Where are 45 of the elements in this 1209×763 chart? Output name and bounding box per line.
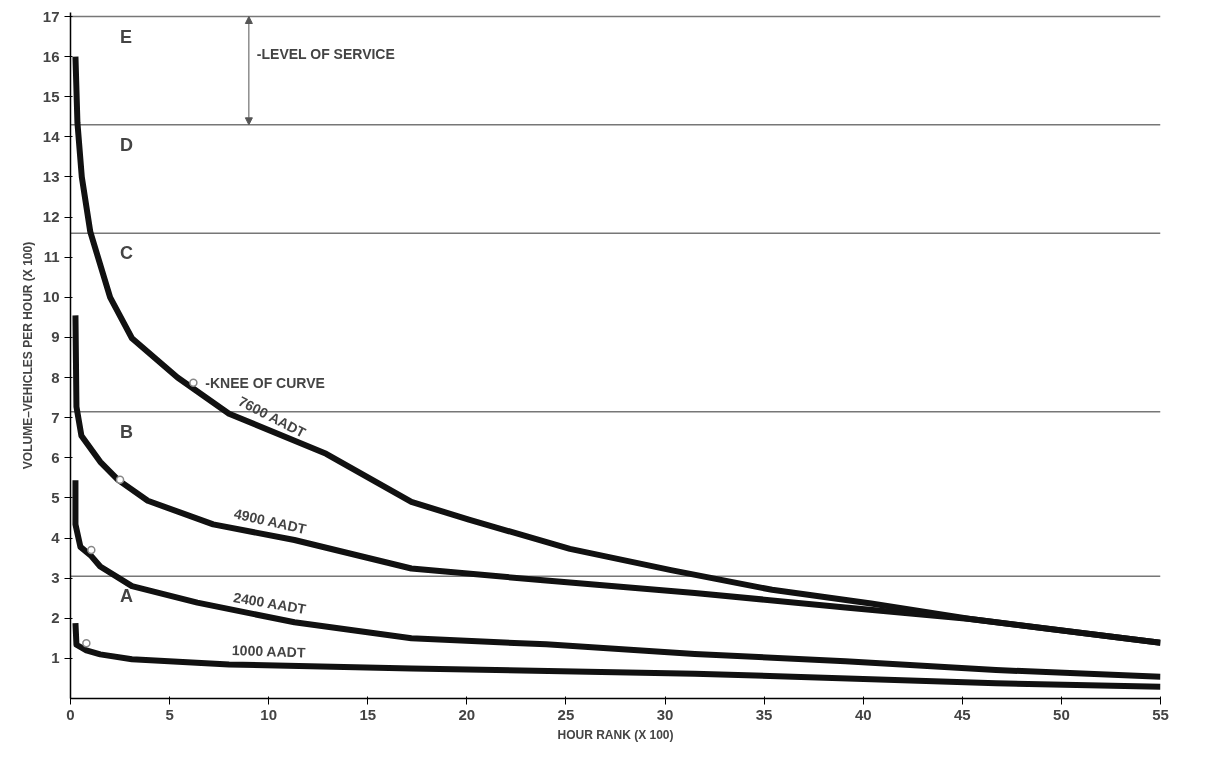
y-tick-label: 9: [51, 328, 60, 346]
x-tick-label: 55: [1152, 705, 1169, 723]
y-tick-label: 11: [43, 248, 60, 266]
x-tick-label: 5: [165, 705, 174, 723]
y-tick-label: 15: [42, 87, 60, 105]
x-tick-label: 45: [953, 705, 971, 723]
x-tick-label: 15: [359, 705, 377, 723]
annotation: -KNEE OF CURVE: [205, 374, 325, 391]
ref-line-label: B: [120, 421, 134, 442]
x-tick-label: 0: [66, 705, 75, 723]
y-tick-label: 16: [42, 47, 60, 65]
y-tick-label: 2: [51, 609, 60, 627]
y-tick-label: 6: [51, 448, 60, 466]
ref-line-label: E: [120, 26, 133, 47]
point: [189, 378, 198, 388]
ref-line-label: A: [120, 586, 134, 607]
y-tick-label: 1: [51, 649, 60, 667]
point: [115, 475, 125, 485]
x-tick-label: 10: [260, 705, 278, 723]
y-tick-label: 7: [51, 408, 60, 426]
y-tick-label: 4: [51, 529, 61, 547]
x-tick-label: 40: [854, 705, 872, 723]
x-tick-label: 25: [557, 705, 575, 723]
ref-line-label: C: [120, 243, 134, 264]
y-tick-label: 12: [42, 208, 60, 226]
y-axis-title: VOLUME–VEHICLES PER HOUR (X 100): [20, 241, 35, 470]
ref-line-label: D: [120, 134, 134, 155]
y-tick-label: 8: [51, 368, 60, 386]
series-label: 1000 AADT: [231, 642, 307, 661]
annotation: -LEVEL OF SERVICE: [256, 46, 395, 63]
y-tick-label: 13: [42, 167, 60, 185]
text: 4900 AADT: [232, 505, 309, 538]
y-tick-label: 14: [42, 127, 61, 145]
x-tick-label: 20: [458, 705, 476, 723]
x-tick-label: 50: [1053, 705, 1070, 723]
x-tick-label: 30: [656, 705, 674, 723]
point: [82, 638, 91, 648]
x-axis-title: HOUR RANK (X 100): [557, 727, 674, 742]
y-tick-label: 17: [42, 7, 60, 25]
point: [87, 545, 96, 555]
y-tick-label: 5: [51, 488, 60, 506]
x-tick-label: 35: [755, 705, 773, 723]
y-tick-label: 10: [42, 288, 60, 306]
y-tick-label: 3: [51, 569, 60, 587]
text: 2400 AADT: [232, 589, 308, 618]
